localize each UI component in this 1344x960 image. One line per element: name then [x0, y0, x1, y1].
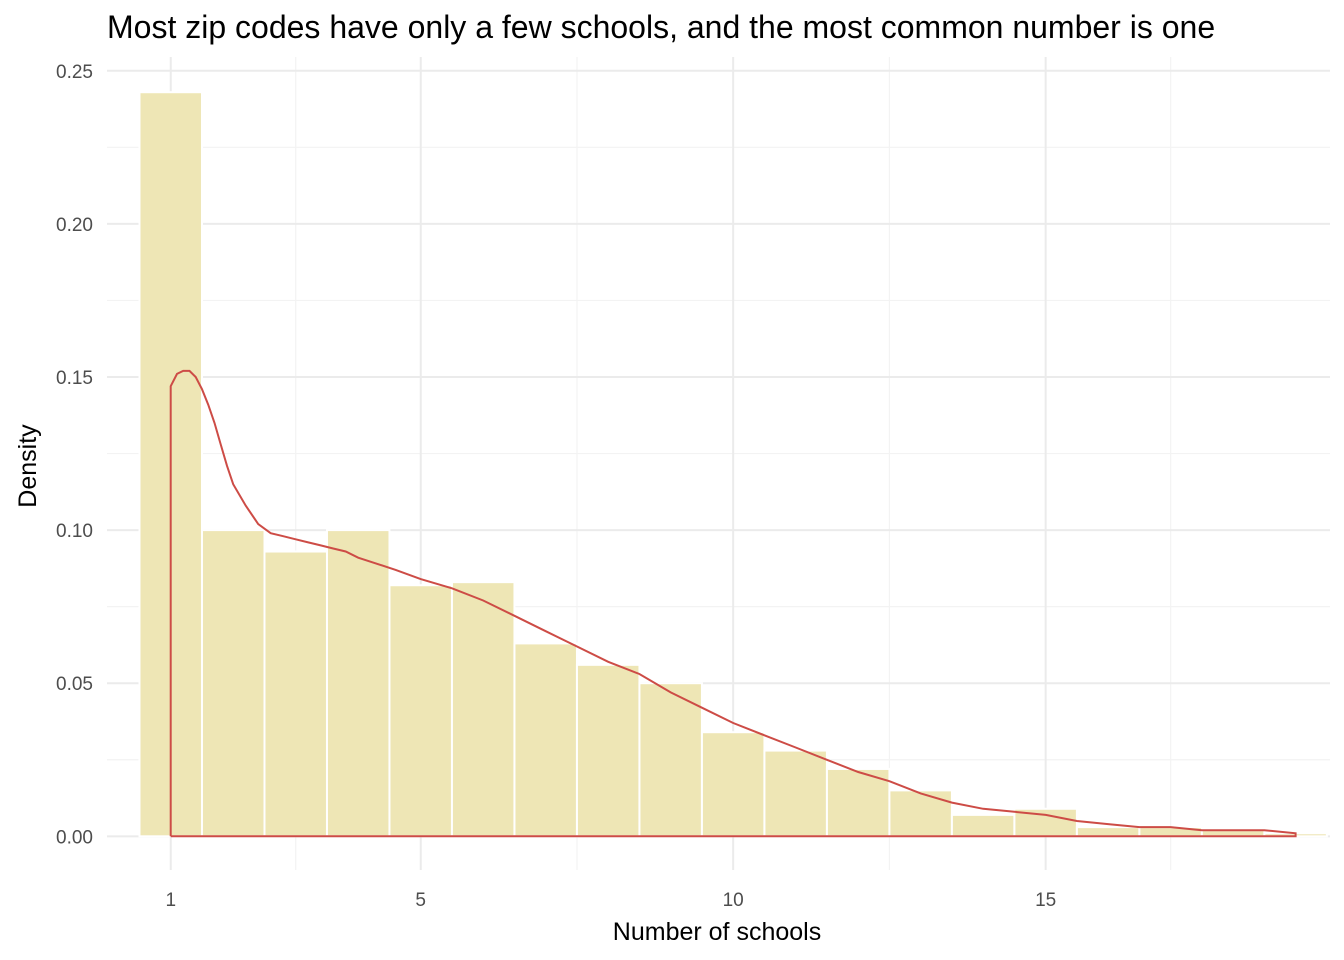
x-axis-tick-labels: 1 5 10 15 — [165, 890, 1056, 911]
y-tick-label: 0.05 — [56, 674, 93, 695]
histogram-bar — [200, 529, 266, 838]
histogram-bar — [513, 642, 578, 838]
histogram-bar — [325, 529, 391, 838]
x-tick-label: 10 — [723, 890, 744, 911]
histogram-bar — [700, 731, 766, 838]
histogram-bar — [950, 813, 1016, 838]
y-tick-label: 0.25 — [56, 62, 93, 83]
y-tick-label: 0.00 — [56, 827, 93, 848]
y-tick-label: 0.20 — [56, 215, 93, 236]
x-axis-title: Number of schools — [613, 918, 821, 946]
y-axis-tick-labels: 0.00 0.05 0.10 0.15 0.20 0.25 — [56, 62, 93, 849]
histogram-bar — [388, 584, 453, 838]
x-tick-label: 5 — [415, 890, 426, 911]
histogram-bar — [763, 749, 828, 838]
histogram-bar — [575, 663, 641, 838]
density-curve — [169, 369, 1297, 838]
histogram-bar — [1075, 826, 1141, 838]
histogram-bar — [263, 550, 328, 838]
chart-title: Most zip codes have only a few schools, … — [107, 9, 1215, 45]
histogram-bar — [888, 789, 953, 838]
y-axis-title: Density — [14, 424, 42, 508]
histogram-bars — [138, 91, 1328, 838]
y-tick-label: 0.10 — [56, 521, 93, 542]
y-tick-label: 0.15 — [56, 368, 93, 389]
histogram-bar — [450, 581, 516, 838]
histogram-bar — [638, 682, 703, 838]
x-tick-label: 15 — [1035, 890, 1056, 911]
x-tick-label: 1 — [165, 890, 176, 911]
